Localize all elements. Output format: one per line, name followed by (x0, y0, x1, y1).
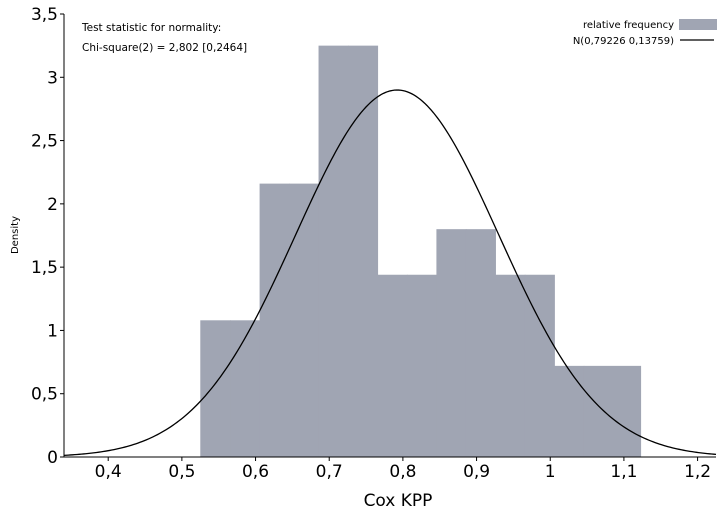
normality-test-title: Test statistic for normality: (81, 22, 221, 34)
histogram-bar-14 (583, 365, 642, 457)
x-tick-label: 1,1 (610, 462, 637, 482)
y-tick-label: 0,5 (31, 385, 58, 405)
histogram-bar-4 (289, 183, 320, 458)
x-tick-label: 0,4 (95, 462, 122, 482)
legend-swatch-relative-frequency (679, 19, 717, 30)
x-tick-label: 1 (545, 462, 556, 482)
y-tick-label: 0 (47, 448, 58, 468)
y-tick-label: 3 (47, 68, 58, 88)
histogram-bar-1 (200, 320, 231, 457)
histogram-bar-2 (230, 320, 261, 457)
histogram-bar-6 (348, 45, 379, 457)
y-tick-label: 2,5 (31, 132, 58, 152)
x-tick-label: 1,2 (684, 462, 711, 482)
histogram-bar-12 (524, 274, 555, 457)
legend-label-relative-frequency: relative frequency (583, 20, 674, 31)
x-tick-label: 0,8 (389, 462, 416, 482)
x-tick-label: 0,7 (316, 462, 343, 482)
histogram-bar-8 (406, 274, 438, 457)
x-tick-label: 0,9 (463, 462, 490, 482)
y-tick-label: 3,5 (31, 5, 58, 25)
ticks-layer: 0,4 0,5 0,6 0,7 0,8 0,9 1 1,1 1,2 0 0,5 1 1,5 2 2,5 3 3,… (31, 5, 711, 482)
histogram-bar-13 (554, 365, 585, 457)
axes-layer (63, 14, 716, 458)
legend: relative frequency N(0,79226 0,13759) (573, 19, 717, 47)
x-tick-label: 0,5 (168, 462, 195, 482)
y-tick-label: 2 (47, 195, 58, 215)
x-tick-label: 0,6 (242, 462, 269, 482)
histogram-bar-11 (495, 274, 526, 457)
legend-label-normal-curve: N(0,79226 0,13759) (573, 36, 674, 47)
bars-layer (200, 45, 642, 458)
histogram-bar-7 (377, 274, 408, 457)
y-tick-label: 1,5 (31, 258, 58, 278)
histogram-bar-5 (318, 45, 349, 457)
chi-square-result: Chi-square(2) = 2,802 [0,2464] (82, 42, 247, 54)
curve-layer (63, 89, 717, 456)
x-axis-title: Cox KPP (364, 491, 433, 511)
y-tick-label: 1 (47, 321, 58, 341)
histogram-bar-10 (465, 229, 496, 457)
y-axis-title: Density (10, 216, 21, 254)
histogram-bar-3 (259, 183, 290, 458)
histogram-bar-9 (436, 229, 467, 457)
normal-curve-line (63, 89, 717, 456)
